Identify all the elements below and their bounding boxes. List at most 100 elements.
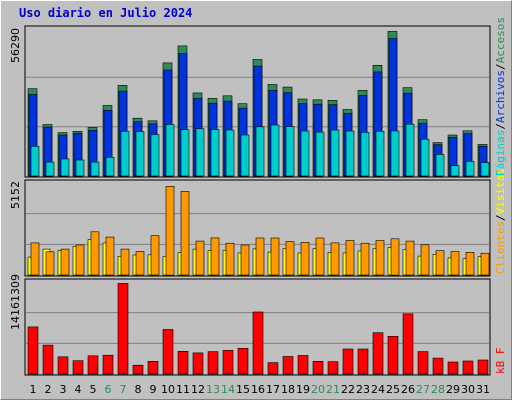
bar-kbf-16	[252, 311, 264, 375]
bar-kbf-12	[192, 352, 204, 375]
bar-kbf-5	[87, 355, 99, 375]
bar-clientes-6	[105, 236, 115, 276]
bar-kbf-3	[57, 356, 69, 375]
bar-clientes-5	[90, 231, 100, 276]
bar-clientes-22	[345, 240, 355, 276]
bar-kbf-15	[237, 347, 249, 375]
bar-clientes-28	[435, 250, 445, 276]
bar-clientes-11	[180, 191, 190, 276]
bar-clientes-16	[255, 237, 265, 276]
bar-kbf-17	[267, 362, 279, 375]
x-tick-label-9: 9	[150, 383, 157, 396]
bar-clientes-19	[300, 242, 310, 276]
x-tick-label-5: 5	[90, 383, 97, 396]
x-tick-label-27: 27	[416, 383, 430, 396]
legend-accesos-group: Páginas/Archivos/Accesos	[494, 17, 507, 176]
bar-paginas-5	[90, 161, 100, 177]
x-tick-label-16: 16	[251, 383, 265, 396]
bar-kbf-10	[162, 329, 174, 375]
x-tick-label-28: 28	[431, 383, 445, 396]
bar-kbf-7	[117, 283, 129, 375]
bar-kbf-4	[72, 360, 84, 375]
legend-accesos: Accesos	[494, 17, 507, 64]
bar-paginas-4	[75, 159, 85, 177]
x-tick-label-1: 1	[30, 383, 37, 396]
bar-clientes-20	[315, 237, 325, 276]
bar-kbf-8	[132, 364, 144, 375]
x-tick-label-15: 15	[236, 383, 250, 396]
bar-paginas-17	[270, 124, 280, 177]
bar-clientes-14	[225, 242, 235, 276]
bar-clientes-13	[210, 237, 220, 276]
bar-paginas-12	[195, 128, 205, 177]
bar-paginas-15	[240, 134, 250, 177]
bar-clientes-18	[285, 241, 295, 276]
x-tick-label-17: 17	[266, 383, 280, 396]
bar-clientes-21	[330, 242, 340, 276]
legend-kbf: kB F	[494, 347, 507, 375]
y-max-label-visitas: 5152	[9, 181, 22, 209]
bar-clientes-15	[240, 244, 250, 276]
bar-paginas-6	[105, 157, 115, 177]
bar-paginas-20	[315, 131, 325, 177]
bar-paginas-21	[330, 129, 340, 177]
bar-paginas-24	[375, 131, 385, 177]
x-tick-label-21: 21	[326, 383, 340, 396]
bar-paginas-3	[60, 158, 70, 177]
bar-paginas-1	[30, 146, 40, 177]
chart-title: Uso diario en Julio 2024	[19, 6, 193, 20]
bar-clientes-3	[60, 248, 70, 276]
bar-paginas-13	[210, 129, 220, 177]
bar-kbf-1	[27, 326, 39, 375]
x-tick-label-24: 24	[371, 383, 385, 396]
x-tick-label-6: 6	[105, 383, 112, 396]
bar-paginas-25	[390, 130, 400, 177]
bar-paginas-26	[405, 123, 415, 177]
legend-visitas-group: Clientes/Visitas	[494, 168, 507, 274]
bar-kbf-31	[477, 359, 489, 375]
bar-paginas-27	[420, 138, 430, 177]
chart-bars	[27, 31, 490, 375]
x-tick-label-7: 7	[120, 383, 127, 396]
bar-kbf-22	[342, 348, 354, 375]
bar-paginas-22	[345, 130, 355, 177]
bar-clientes-1	[30, 242, 40, 276]
x-tick-label-4: 4	[75, 383, 82, 396]
x-tick-label-29: 29	[446, 383, 460, 396]
legend-archivos: Archivos	[494, 70, 507, 124]
y-max-label-accesos: 56290	[9, 28, 22, 63]
bar-clientes-4	[75, 244, 85, 276]
bar-clientes-29	[450, 251, 460, 276]
x-tick-label-19: 19	[296, 383, 310, 396]
bar-kbf-25	[387, 335, 399, 375]
y-max-label-kbf: 14161309	[9, 274, 22, 330]
x-tick-label-11: 11	[176, 383, 190, 396]
bar-paginas-2	[45, 161, 55, 177]
x-tick-label-25: 25	[386, 383, 400, 396]
bar-kbf-13	[207, 351, 219, 375]
bar-paginas-30	[465, 161, 475, 177]
bar-paginas-19	[300, 130, 310, 177]
bar-paginas-16	[255, 126, 265, 177]
bar-clientes-24	[375, 240, 385, 276]
bar-clientes-9	[150, 235, 160, 276]
bar-paginas-10	[165, 124, 175, 177]
bar-paginas-8	[135, 131, 145, 177]
x-tick-label-3: 3	[60, 383, 67, 396]
bar-kbf-29	[447, 361, 459, 375]
legend-kbf-group: kB F	[494, 348, 507, 375]
x-tick-label-26: 26	[401, 383, 415, 396]
bar-clientes-12	[195, 240, 205, 276]
x-tick-label-14: 14	[221, 383, 235, 396]
legend-visitas: Visitas	[494, 168, 507, 215]
bar-paginas-18	[285, 126, 295, 177]
bar-kbf-2	[42, 344, 54, 375]
bar-paginas-29	[450, 165, 460, 177]
bar-kbf-24	[372, 332, 384, 375]
bar-paginas-23	[360, 132, 370, 177]
bar-kbf-26	[402, 313, 414, 375]
bar-kbf-27	[417, 351, 429, 375]
x-tick-label-12: 12	[191, 383, 205, 396]
x-tick-label-18: 18	[281, 383, 295, 396]
